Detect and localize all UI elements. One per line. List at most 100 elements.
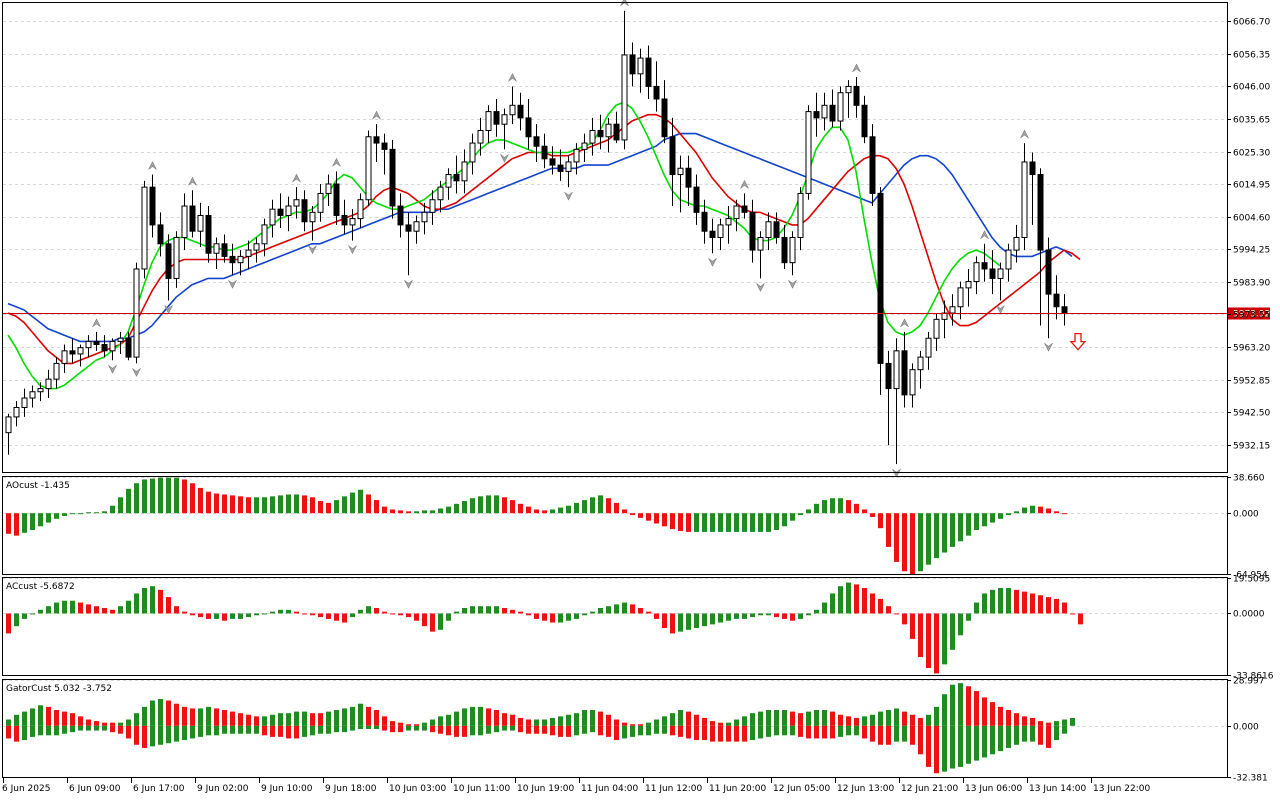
ao-bar — [214, 493, 219, 514]
gator-upper-bar — [254, 716, 259, 726]
time-tick-label: 10 Jun 03:00 — [389, 784, 446, 794]
candle-body — [789, 237, 796, 264]
gator-upper-bar — [510, 714, 515, 726]
gator-upper-bar — [678, 710, 683, 726]
gator-upper-bar — [46, 706, 51, 726]
ac-bar — [1078, 613, 1083, 625]
ao-bar — [1022, 507, 1027, 514]
ac-bar — [326, 613, 331, 619]
gator-lower-bar — [286, 725, 291, 739]
candle-body — [405, 224, 412, 232]
ac-bar — [982, 593, 987, 614]
gator-lower-bar — [774, 725, 779, 736]
ac-bar — [174, 606, 179, 614]
candle — [661, 80, 668, 144]
ao-bar — [310, 497, 315, 514]
ac-bar — [766, 613, 771, 616]
candle-body — [837, 92, 844, 122]
ac-bar — [550, 613, 555, 623]
gator-lower-bar — [1006, 725, 1011, 748]
gator-upper-bar — [1062, 719, 1067, 726]
candle-body — [781, 237, 788, 264]
ao-bar — [1062, 513, 1067, 515]
candle-body — [893, 350, 900, 390]
ao-bar — [486, 495, 491, 514]
ac-bar — [38, 609, 43, 614]
ac-bar — [214, 613, 219, 619]
ao-bar — [870, 513, 875, 517]
candle — [613, 111, 620, 144]
candle-body — [261, 224, 268, 245]
osc-tick-label: 0.000 — [1233, 510, 1259, 520]
gator-upper-bar — [694, 714, 699, 726]
gator-upper-bar — [654, 719, 659, 726]
gator-lower-bar — [430, 725, 435, 733]
candle-body — [5, 416, 12, 434]
ac-bar — [118, 606, 123, 614]
ac-bar — [302, 613, 307, 615]
candle-body — [197, 214, 204, 232]
ac-bar — [894, 613, 899, 615]
candle-body — [573, 148, 580, 163]
ao-bar — [854, 503, 859, 514]
candle — [933, 313, 940, 351]
ao-bar — [742, 513, 747, 532]
gator-lower-bar — [334, 725, 339, 733]
ac-pane: ACcust -5.6872 19.5095 0.0000 -33.8616 — [2, 575, 1274, 682]
ao-bar — [974, 513, 979, 531]
ac-bar — [222, 613, 227, 621]
ac-bar — [582, 613, 587, 616]
ac-bar — [366, 606, 371, 614]
candle-body — [165, 243, 172, 279]
gator-upper-bar — [886, 710, 891, 726]
gator-lower-bar — [270, 725, 275, 737]
ao-bar — [374, 500, 379, 514]
candle-body — [725, 218, 732, 226]
ao-bar — [358, 489, 363, 514]
candle — [437, 180, 444, 213]
ac-bar — [430, 613, 435, 632]
time-tick-label: 13 Jun 14:00 — [1029, 784, 1086, 794]
candle — [629, 42, 636, 87]
gator-lower-bar — [1030, 725, 1035, 742]
ao-bar — [990, 513, 995, 523]
gator-upper-bar — [1046, 722, 1051, 726]
candle — [533, 124, 540, 162]
ac-bar — [1046, 597, 1051, 614]
candle — [149, 174, 156, 238]
current-price-line: 5973.92 — [3, 307, 1270, 320]
gator-upper-bar — [1038, 721, 1043, 726]
candle — [253, 237, 260, 263]
ao-bar — [294, 494, 299, 514]
candle-body — [493, 111, 500, 125]
price-tick-label: 5952.85 — [1233, 377, 1270, 387]
candle-body — [829, 104, 836, 122]
candle — [245, 240, 252, 269]
ao-bar — [710, 513, 715, 532]
ao-bar — [622, 509, 627, 514]
ac-bar — [598, 608, 603, 614]
gator-lower-bar — [558, 725, 563, 737]
candle — [61, 344, 68, 373]
ac-bar — [414, 613, 419, 621]
gator-lower-bar — [86, 725, 91, 731]
ao-bar — [78, 513, 83, 515]
gator-upper-bar — [518, 717, 523, 726]
price-tick-label: 6025.30 — [1233, 149, 1270, 159]
ao-bar — [286, 494, 291, 514]
candle — [349, 209, 356, 241]
candle-body — [349, 218, 356, 226]
fractal-down-marker — [132, 368, 141, 377]
gator-upper-bar — [870, 714, 875, 726]
candle — [621, 10, 628, 150]
candle-body — [861, 104, 868, 138]
gator-histogram — [6, 683, 1075, 774]
ao-bar — [110, 505, 115, 514]
gator-upper-bar — [622, 722, 627, 726]
time-tick-label: 9 Jun 10:00 — [261, 784, 313, 794]
gator-lower-bar — [606, 725, 611, 737]
gator-pane: GatorCust 5.032 -3.752 28.997 0.000 -32.38… — [2, 677, 1268, 784]
gator-upper-bar — [134, 713, 139, 726]
gator-lower-bar — [22, 725, 27, 741]
signal-arrow-group — [1069, 332, 1087, 351]
